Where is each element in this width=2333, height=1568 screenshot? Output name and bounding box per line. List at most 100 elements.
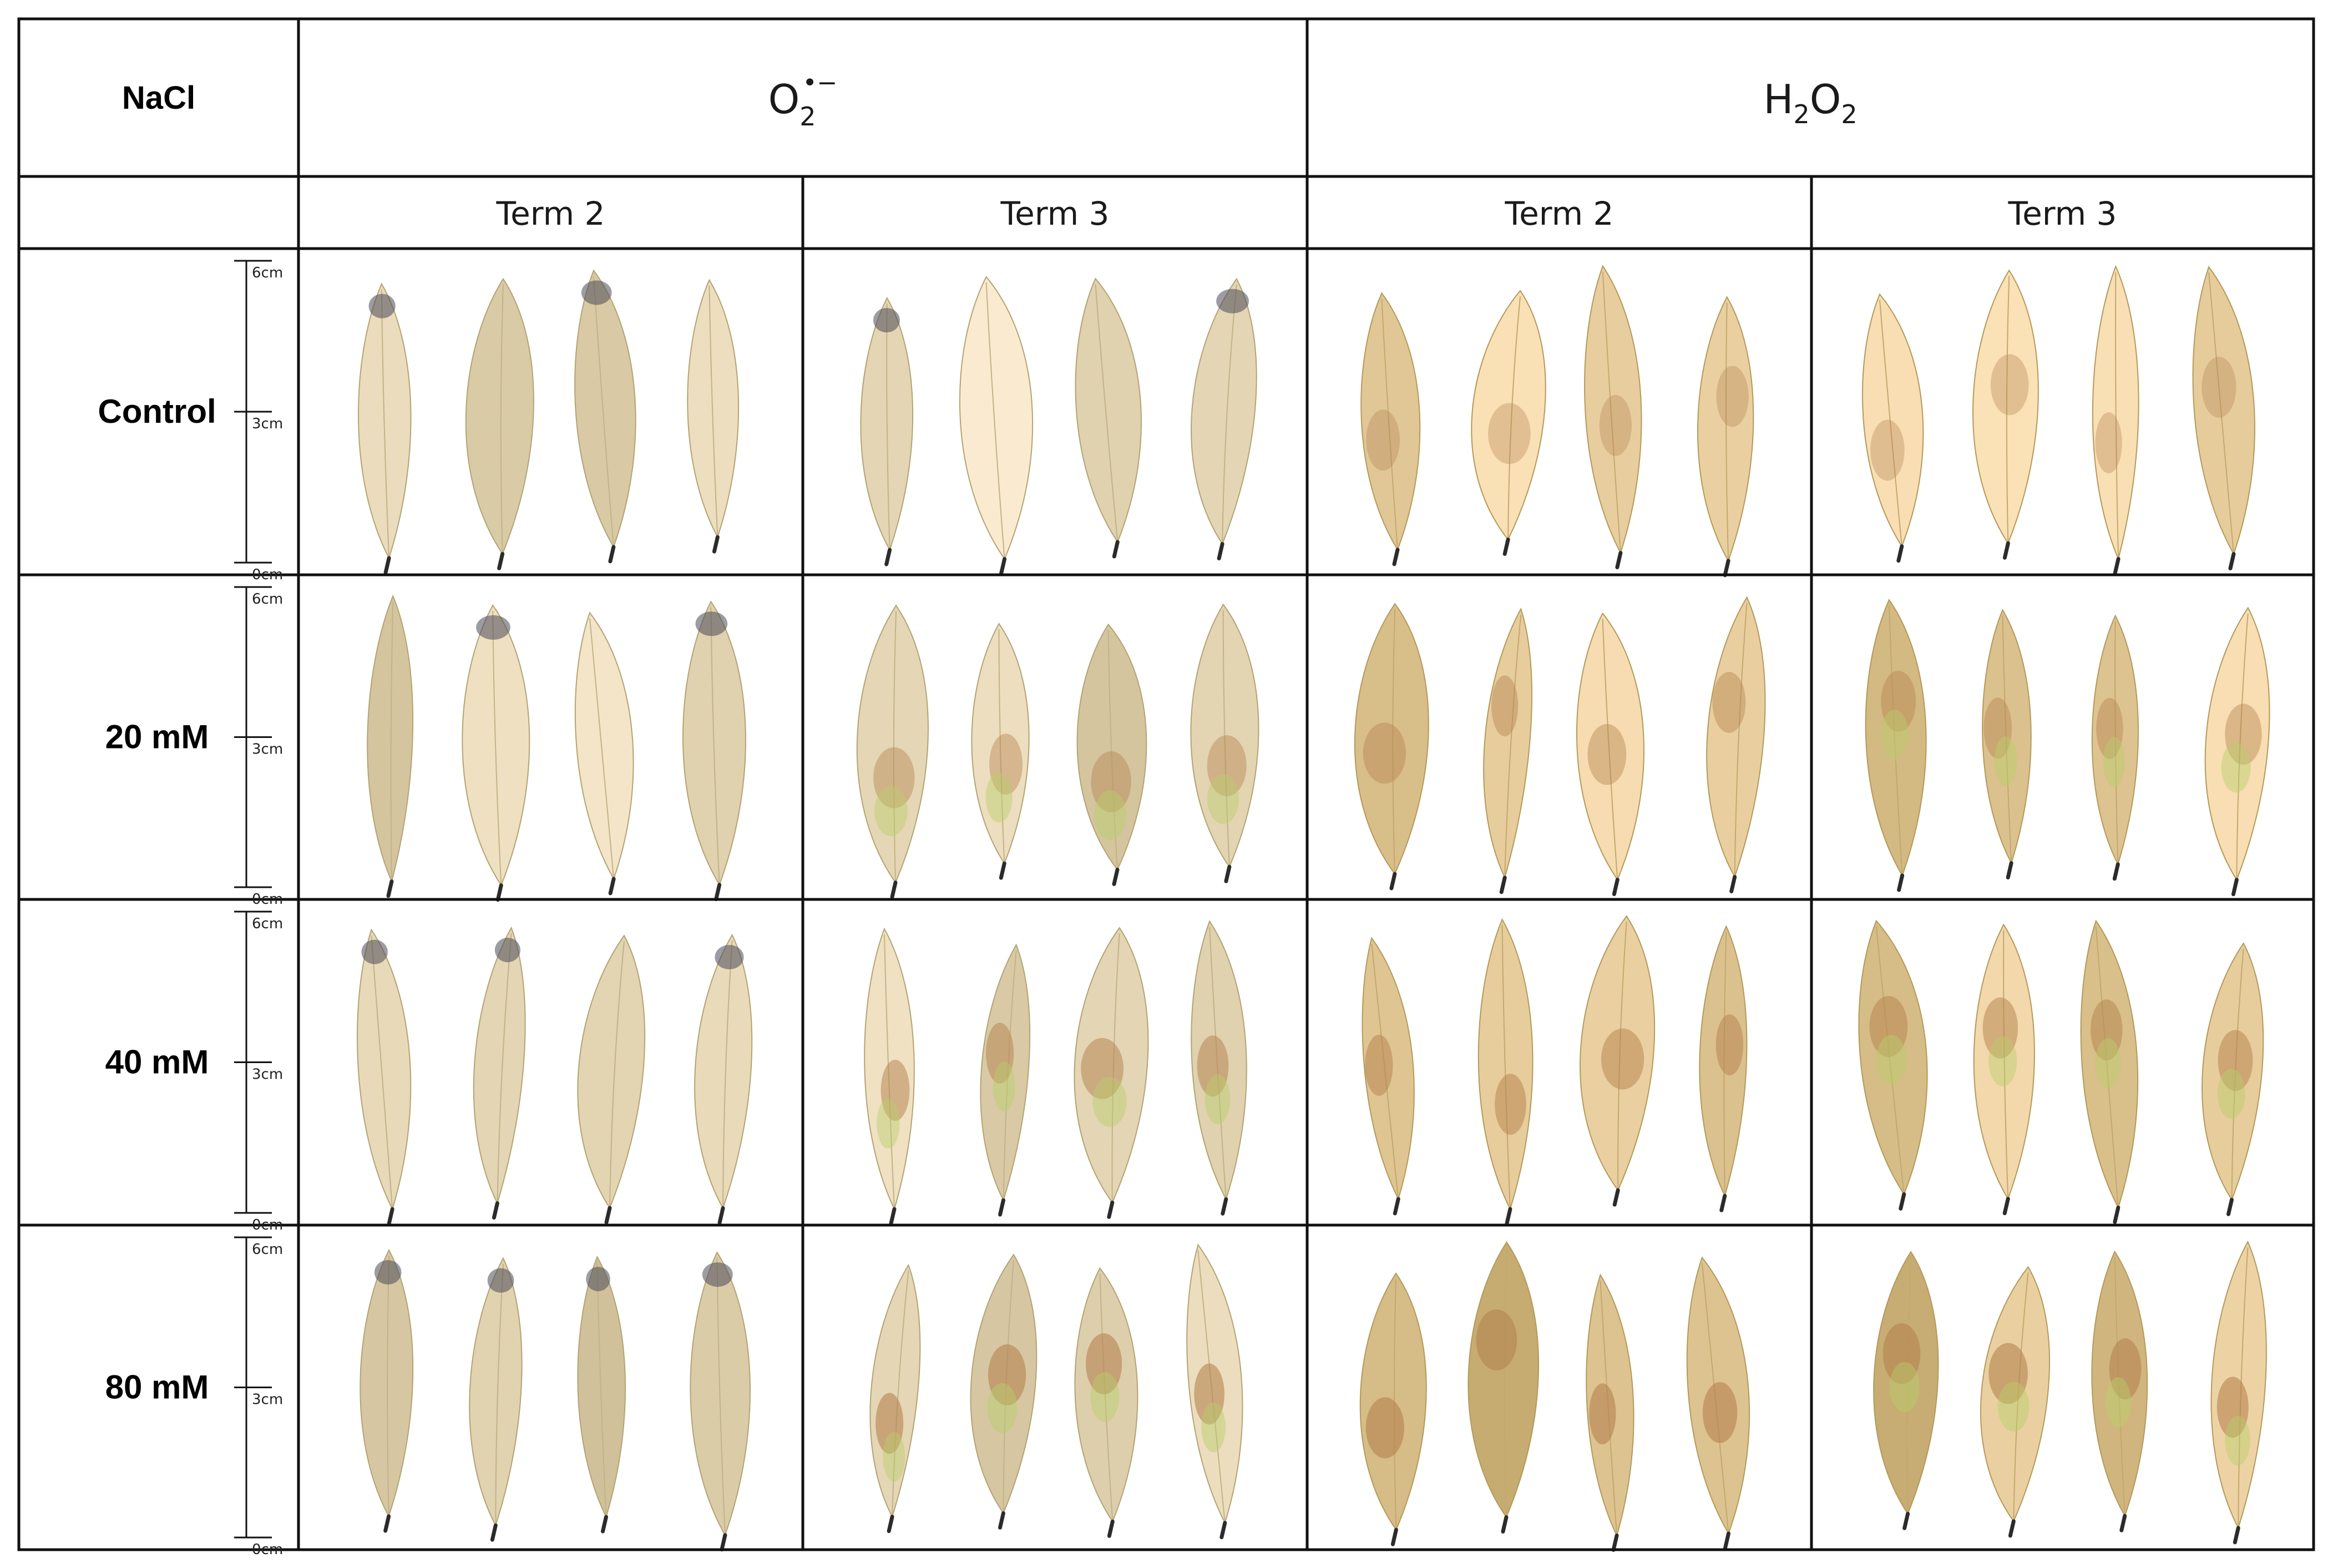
leaf-photo-cell (1360, 265, 1754, 578)
row-label: 40 mM (105, 1044, 209, 1081)
leaf (574, 269, 636, 564)
leaf (1076, 623, 1147, 886)
leaf (577, 934, 646, 1225)
leaf (1586, 1273, 1634, 1552)
leaf-photo-cell (860, 276, 1257, 575)
row-label: Control (98, 393, 216, 430)
leaf (360, 1248, 414, 1533)
leaf (1359, 1272, 1427, 1546)
row-label: 80 mM (105, 1369, 209, 1406)
leaf (1580, 915, 1656, 1207)
scale-tick-label: 3cm (252, 1066, 283, 1083)
leaf (959, 276, 1034, 575)
scale-bar: 6cm 3cm 0cm (234, 911, 283, 1233)
leaf (1354, 603, 1429, 891)
leaf (1477, 918, 1534, 1226)
leaf (690, 1251, 751, 1552)
leaf (1699, 925, 1748, 1212)
leaf (687, 279, 740, 554)
term-header: Term 2 (1505, 195, 1614, 232)
leaf-photo-cell (864, 920, 1247, 1226)
leaf-photo-cell (869, 1243, 1243, 1540)
scale-tick-label: 0cm (252, 566, 283, 583)
leaf-photo-cell (1354, 596, 1766, 897)
leaf-photo-cell (1873, 1240, 2267, 1545)
leaf (2091, 614, 2139, 881)
leaf (970, 1253, 1038, 1530)
leaf (465, 277, 534, 570)
leaf (1360, 292, 1421, 566)
scale-tick-label: 0cm (252, 1541, 283, 1558)
leaf (980, 943, 1031, 1217)
leaf (1584, 265, 1642, 569)
leaf (1873, 1251, 1939, 1530)
leaf (358, 282, 412, 575)
scale-tick-label: 3cm (252, 1392, 283, 1408)
leaf (1706, 596, 1766, 894)
scale-bar: 6cm 3cm 0cm (234, 260, 283, 583)
leaf (577, 1255, 626, 1534)
leaf (1190, 603, 1259, 883)
leaf (1861, 293, 1924, 563)
leaf (2091, 1250, 2148, 1532)
leaf (1686, 1256, 1750, 1550)
leaf (1191, 920, 1247, 1216)
term-header: Term 2 (496, 195, 605, 232)
leaf-photo-cell (1858, 919, 2264, 1224)
leaf-photo-cell (358, 269, 740, 575)
scale-tick-label: 3cm (252, 741, 283, 758)
leaf (1075, 277, 1142, 559)
scale-tick-label: 6cm (252, 1241, 283, 1258)
leaf (1074, 927, 1149, 1219)
term-header: Term 3 (2008, 195, 2117, 232)
leaf (357, 928, 412, 1226)
leaf (971, 623, 1030, 880)
leaf (462, 604, 530, 902)
leaf (574, 611, 634, 896)
leaf (1471, 290, 1546, 556)
scale-tick-label: 0cm (252, 891, 283, 908)
leaf (1972, 269, 2039, 560)
leaf-photo-cell (360, 1248, 751, 1552)
leaf (869, 1263, 921, 1534)
scale-tick-label: 6cm (252, 591, 283, 608)
row-label: 20 mM (105, 719, 209, 756)
leaf-photo-cell (367, 594, 746, 902)
corner-label-nacl: NaCl (122, 80, 195, 116)
leaf (1467, 1241, 1540, 1534)
leaf (1191, 277, 1257, 560)
leaf-photo-cell (357, 926, 753, 1226)
leaf (2192, 266, 2255, 570)
scale-bar: 6cm 3cm 0cm (234, 586, 283, 908)
leaf (1483, 608, 1532, 894)
header-superoxide: O2•− (768, 69, 838, 131)
leaf (2092, 265, 2139, 575)
leaf (469, 1257, 523, 1542)
scale-tick-label: 6cm (252, 265, 283, 281)
leaf (2080, 919, 2139, 1224)
leaf (2202, 942, 2264, 1216)
leaf (1074, 1267, 1138, 1538)
leaf (2204, 606, 2270, 897)
scale-tick-label: 0cm (252, 1217, 283, 1233)
scale-tick-label: 6cm (252, 915, 283, 932)
leaf (1186, 1243, 1243, 1540)
scale-tick-label: 3cm (252, 416, 283, 432)
leaf (473, 926, 526, 1220)
scale-bar: 6cm 3cm 0cm (234, 1236, 283, 1558)
leaf (1865, 599, 1927, 892)
leaf (860, 297, 914, 566)
term-header: Term 3 (1000, 195, 1110, 232)
leaf (367, 594, 414, 898)
table-border (17, 17, 2315, 1551)
leaf (694, 933, 753, 1225)
leaf (2210, 1240, 2267, 1545)
leaf-photo-cell (1861, 265, 2255, 575)
header-hydrogen-peroxide: H2O2 (1763, 76, 1857, 129)
leaf (1858, 919, 1928, 1211)
leaf-photo-cell (1362, 915, 1748, 1226)
leaf (1362, 937, 1415, 1216)
leaf-photo-cell (856, 603, 1259, 899)
